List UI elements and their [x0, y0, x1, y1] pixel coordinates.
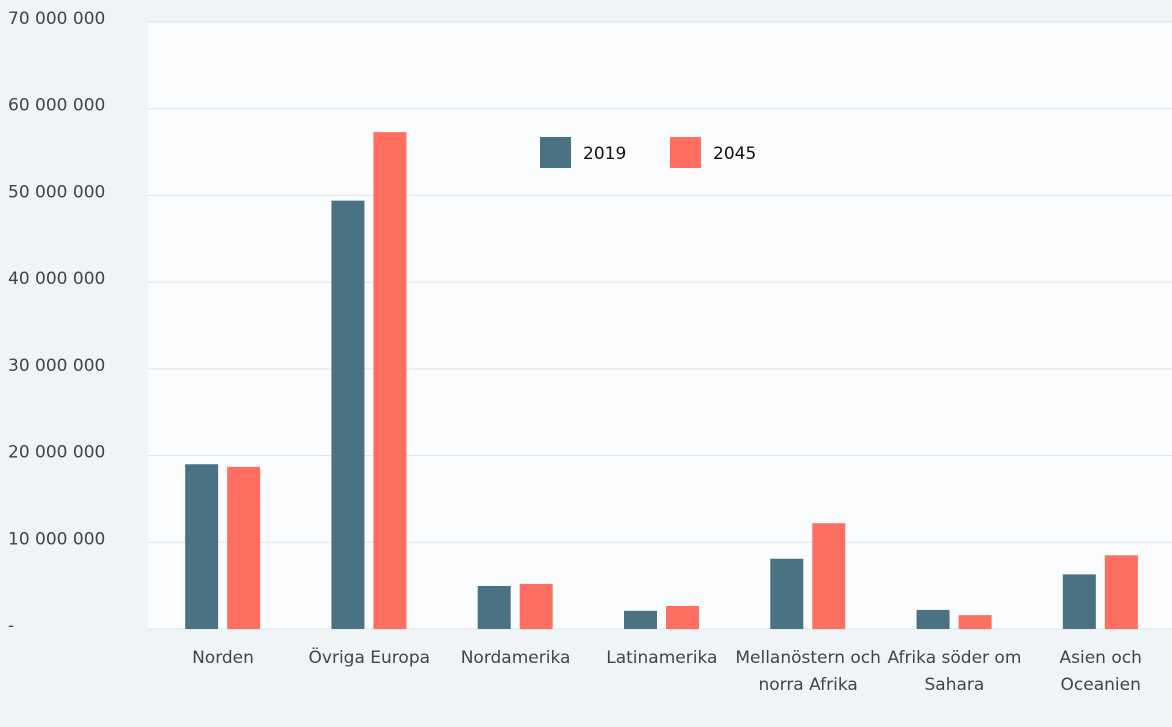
- bar: [331, 200, 365, 630]
- bar: [624, 610, 657, 629]
- x-tick-label: Norden: [192, 648, 254, 668]
- bar: [812, 523, 846, 629]
- bar: [227, 466, 261, 629]
- bar: [666, 606, 699, 629]
- y-tick-label: 50 000 000: [8, 182, 105, 202]
- y-tick-label: 10 000 000: [8, 529, 105, 549]
- bar: [1062, 574, 1096, 629]
- bar: [916, 609, 950, 629]
- bar: [477, 585, 511, 629]
- y-tick-label: -: [8, 616, 14, 636]
- x-tick-label: Asien och Oceanien: [1059, 648, 1142, 695]
- y-tick-label: 70 000 000: [8, 9, 105, 29]
- legend-label: 2019: [583, 144, 626, 164]
- legend-swatch: [540, 137, 571, 168]
- y-tick-label: 20 000 000: [8, 443, 105, 463]
- x-tick-label: Mellanöstern och norra Afrika: [735, 648, 881, 695]
- bar: [958, 615, 992, 629]
- x-tick-label: Latinamerika: [606, 648, 718, 668]
- y-tick-label: 60 000 000: [8, 96, 105, 116]
- legend-label: 2045: [713, 144, 756, 164]
- x-tick-label: Nordamerika: [460, 648, 571, 668]
- plot-area: [148, 22, 1172, 629]
- legend-swatch: [670, 137, 701, 168]
- x-tick-label: Övriga Europa: [308, 648, 431, 668]
- bar: [519, 583, 553, 629]
- bar: [770, 558, 804, 629]
- y-tick-label: 40 000 000: [8, 269, 105, 289]
- bar: [185, 464, 219, 629]
- y-tick-label: 30 000 000: [8, 356, 105, 376]
- bar: [1104, 555, 1138, 629]
- x-tick-label: Afrika söder om Sahara: [887, 648, 1022, 695]
- bar: [373, 132, 407, 629]
